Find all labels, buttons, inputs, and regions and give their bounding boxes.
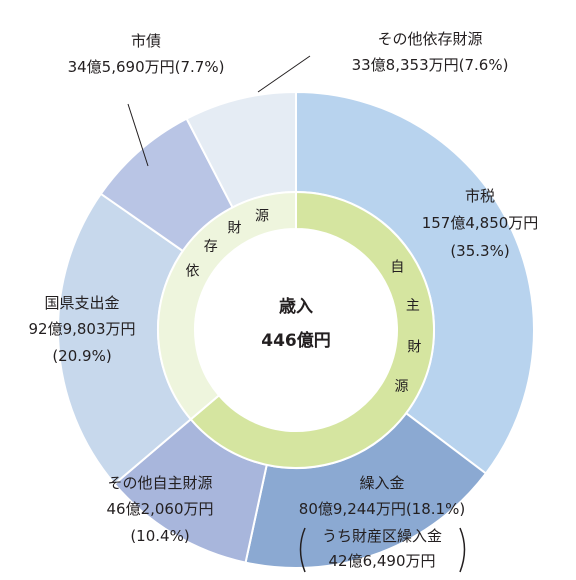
label-national-prefectural-name: 国県支出金 <box>44 294 119 312</box>
label-transfer-name: 繰入金 <box>359 474 404 492</box>
label-other-own-name: その他自主財源 <box>107 474 212 492</box>
label-city-tax-amount: 157億4,850万円 <box>422 214 539 232</box>
label-municipal-bond-name: 市債 <box>131 32 161 50</box>
inner-ring-char-0-1: 主 <box>406 298 420 314</box>
center-title: 歳入 <box>279 296 313 317</box>
label-city-tax-name: 市税 <box>465 187 495 205</box>
leader-line-other-dependent <box>257 55 311 93</box>
label-other-own-percent: (10.4%) <box>130 527 189 545</box>
outer-ring <box>57 90 535 569</box>
bracket-right <box>459 527 466 573</box>
label-national-prefectural-percent: (20.9%) <box>52 347 111 365</box>
label-transfer-amount: 80億9,244万円(18.1%) <box>299 500 465 518</box>
label-transfer-sub-name: うち財産区繰入金 <box>322 527 442 545</box>
inner-ring-char-0-2: 財 <box>407 340 421 356</box>
center-hole <box>195 229 397 431</box>
inner-ring-char-1-0: 依 <box>186 263 200 279</box>
inner-ring-char-0-3: 源 <box>395 379 409 395</box>
inner-ring-char-1-2: 財 <box>227 221 241 237</box>
inner-ring-char-1-3: 源 <box>255 208 269 224</box>
label-transfer-sub-amount: 42億6,490万円 <box>328 552 435 570</box>
leader-line-municipal-bond <box>127 103 149 167</box>
center-total: 446億円 <box>261 330 331 351</box>
label-national-prefectural-amount: 92億9,803万円 <box>28 320 135 338</box>
bracket-left <box>299 527 306 573</box>
inner-ring-char-1-1: 存 <box>204 239 218 255</box>
label-other-dependent-amount: 33億8,353万円(7.6%) <box>352 56 509 74</box>
inner-ring-char-0-0: 自 <box>390 260 404 276</box>
label-municipal-bond-amount: 34億5,690万円(7.7%) <box>68 58 225 76</box>
label-other-own-amount: 46億2,060万円 <box>106 500 213 518</box>
label-city-tax-percent: (35.3%) <box>450 242 509 260</box>
label-other-dependent-name: その他依存財源 <box>377 30 482 48</box>
